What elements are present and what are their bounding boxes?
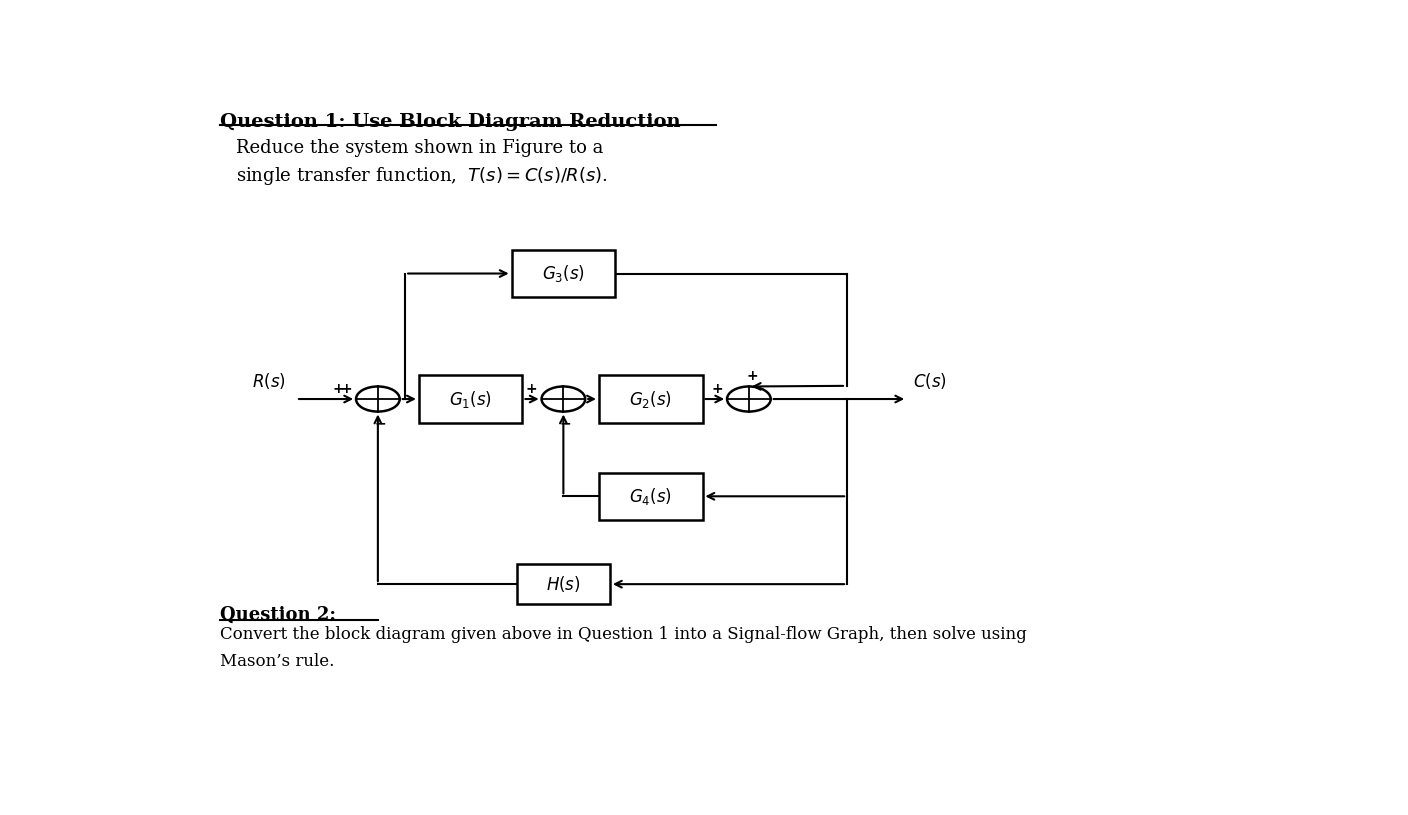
Circle shape bbox=[727, 386, 770, 412]
Text: $C(s)$: $C(s)$ bbox=[912, 372, 946, 391]
Text: Reduce the system shown in Figure to a: Reduce the system shown in Figure to a bbox=[237, 139, 604, 156]
Circle shape bbox=[542, 386, 586, 412]
Text: $G_4(s)$: $G_4(s)$ bbox=[629, 486, 672, 507]
Text: Convert the block diagram given above in Question 1 into a Signal-flow Graph, th: Convert the block diagram given above in… bbox=[220, 626, 1026, 643]
Text: single transfer function,  $T(s) = C(s)/R(s)$.: single transfer function, $T(s) = C(s)/R… bbox=[237, 165, 608, 187]
Text: +: + bbox=[332, 382, 344, 396]
Text: $G_3(s)$: $G_3(s)$ bbox=[542, 263, 584, 284]
FancyBboxPatch shape bbox=[511, 250, 615, 297]
FancyBboxPatch shape bbox=[517, 564, 610, 604]
Text: +: + bbox=[711, 382, 722, 396]
FancyBboxPatch shape bbox=[598, 473, 703, 520]
Text: $R(s)$: $R(s)$ bbox=[252, 372, 286, 391]
Text: Mason’s rule.: Mason’s rule. bbox=[220, 653, 334, 670]
Text: +: + bbox=[746, 368, 758, 383]
Text: +: + bbox=[341, 382, 352, 396]
FancyBboxPatch shape bbox=[418, 376, 522, 422]
Text: Question 2:: Question 2: bbox=[220, 606, 335, 624]
Circle shape bbox=[356, 386, 400, 412]
Text: $G_2(s)$: $G_2(s)$ bbox=[629, 389, 672, 409]
Text: +: + bbox=[525, 382, 538, 396]
Text: −: − bbox=[560, 416, 572, 430]
Text: −: − bbox=[375, 416, 386, 430]
FancyBboxPatch shape bbox=[598, 376, 703, 422]
Text: $G_1(s)$: $G_1(s)$ bbox=[449, 389, 493, 409]
Text: Question 1: Use Block Diagram Reduction: Question 1: Use Block Diagram Reduction bbox=[220, 113, 680, 131]
Text: $H(s)$: $H(s)$ bbox=[546, 574, 580, 594]
